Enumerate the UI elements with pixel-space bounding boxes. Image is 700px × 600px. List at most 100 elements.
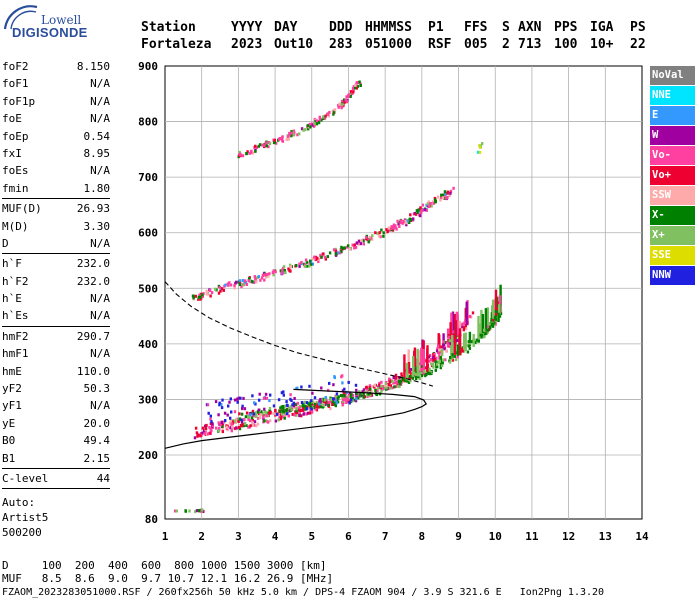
data-point xyxy=(252,281,256,284)
param-value: 20.0 xyxy=(83,416,111,430)
data-point xyxy=(454,320,457,338)
data-point xyxy=(268,399,271,403)
data-point xyxy=(409,379,412,383)
data-point xyxy=(366,390,369,394)
data-point xyxy=(240,412,244,416)
data-point xyxy=(491,319,495,322)
data-point xyxy=(327,388,330,392)
data-point xyxy=(491,324,495,328)
data-point xyxy=(305,412,308,416)
data-point xyxy=(229,419,233,423)
data-point xyxy=(225,425,229,429)
data-point xyxy=(281,139,285,143)
data-point xyxy=(345,401,348,404)
data-point xyxy=(416,211,419,214)
data-point xyxy=(282,410,285,414)
data-point xyxy=(463,321,466,325)
data-point xyxy=(205,292,209,296)
data-point xyxy=(468,346,471,350)
param-row: foE N/A xyxy=(2,110,110,127)
param-value: N/A xyxy=(90,399,110,413)
data-point xyxy=(308,122,311,126)
data-point xyxy=(300,401,304,404)
auto-program: Artist5 xyxy=(2,511,49,525)
param-name: fmin xyxy=(2,181,29,195)
data-point xyxy=(441,193,445,197)
data-point xyxy=(436,195,440,199)
data-point xyxy=(411,373,414,377)
data-point xyxy=(272,404,276,408)
data-point xyxy=(211,422,214,426)
data-point xyxy=(365,235,368,239)
data-point xyxy=(393,385,396,389)
param-row: hmE 110.0 xyxy=(2,363,110,380)
data-point xyxy=(254,144,257,148)
data-point xyxy=(408,221,411,224)
data-point xyxy=(253,420,257,424)
data-point xyxy=(263,419,266,423)
data-point xyxy=(229,416,232,420)
data-point xyxy=(455,358,458,362)
data-point xyxy=(493,315,497,319)
data-point xyxy=(298,414,301,418)
data-point xyxy=(419,206,422,210)
data-point xyxy=(195,431,199,435)
data-point xyxy=(237,420,240,423)
data-point xyxy=(239,396,242,400)
data-point xyxy=(323,398,327,402)
data-point xyxy=(262,396,266,400)
data-point xyxy=(362,239,365,243)
header-value: 2023 xyxy=(231,37,263,52)
data-point xyxy=(456,327,460,331)
param-row: hmF2 290.7 xyxy=(2,328,110,345)
data-point xyxy=(286,135,290,139)
data-point xyxy=(468,342,471,346)
data-point xyxy=(220,406,224,410)
data-point xyxy=(392,223,396,227)
data-point xyxy=(405,223,408,227)
data-point xyxy=(324,400,327,404)
file-info: FZAOM_2023283051000.RSF / 260fx256h 50 k… xyxy=(2,587,605,598)
data-point xyxy=(251,409,255,413)
data-point xyxy=(282,393,285,397)
param-row: h`Es N/A xyxy=(2,307,110,324)
y-tick-label: 900 xyxy=(138,60,158,73)
data-point xyxy=(413,371,417,375)
data-point xyxy=(197,297,200,301)
data-point xyxy=(494,309,497,313)
muf-row: MUF 8.5 8.6 9.0 9.7 10.7 12.1 16.2 26.9 … xyxy=(2,572,334,585)
data-point xyxy=(230,422,233,426)
data-point xyxy=(397,384,400,388)
data-point xyxy=(227,283,230,287)
data-point xyxy=(394,373,398,377)
data-point xyxy=(339,394,343,398)
data-point xyxy=(377,386,380,390)
data-point xyxy=(249,424,252,428)
data-point xyxy=(229,397,232,401)
data-point xyxy=(283,404,287,408)
data-point xyxy=(300,260,303,264)
data-point xyxy=(368,235,371,239)
data-point xyxy=(334,249,338,253)
data-point xyxy=(456,344,459,356)
data-point xyxy=(424,366,427,370)
data-point xyxy=(238,150,241,154)
data-point xyxy=(467,340,470,344)
data-point xyxy=(279,406,282,410)
data-point xyxy=(243,281,246,285)
data-point xyxy=(451,358,455,362)
data-point xyxy=(461,349,464,353)
data-point xyxy=(427,371,430,375)
data-point xyxy=(286,412,289,416)
data-point xyxy=(430,204,433,208)
header-label: DDD xyxy=(329,20,353,35)
data-point xyxy=(323,255,327,259)
x-tick-label: 13 xyxy=(599,530,612,543)
data-point xyxy=(460,323,463,327)
data-point xyxy=(283,269,286,272)
data-point xyxy=(203,428,206,432)
data-point xyxy=(340,375,343,379)
data-point xyxy=(201,508,204,512)
legend-item: NNW xyxy=(650,266,695,285)
data-point xyxy=(448,345,452,348)
